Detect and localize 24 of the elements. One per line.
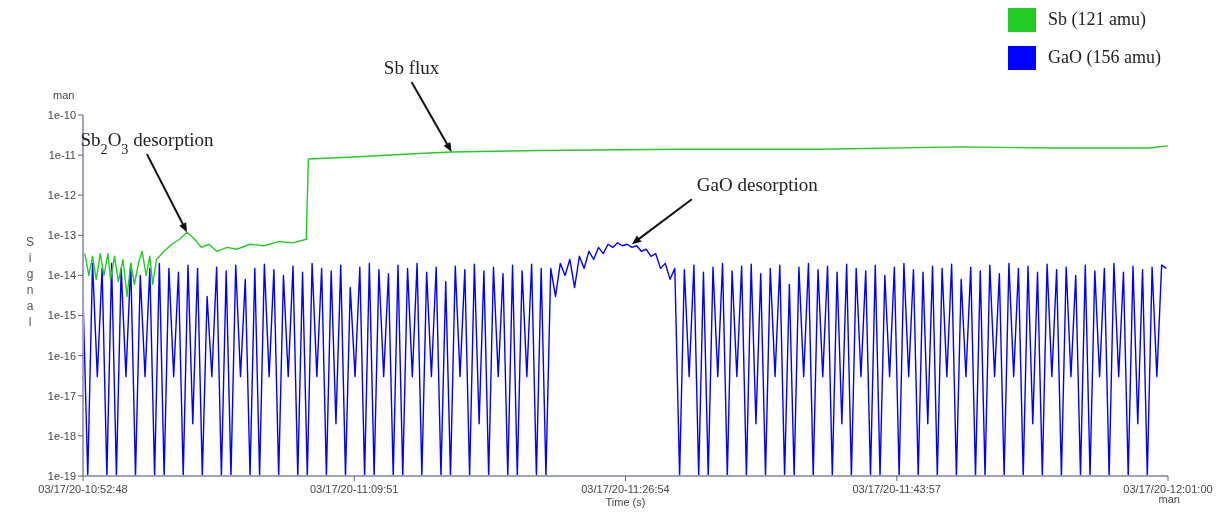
x-tick-label: 03/17/20-12:01:00: [1123, 483, 1213, 495]
y-tick-label: 1e-18: [47, 429, 76, 442]
legend-label: Sb (121 amu): [1048, 9, 1146, 30]
y-tick-label: 1e-15: [47, 309, 76, 322]
legend-label: GaO (156 amu): [1048, 47, 1161, 68]
annotation: Sb flux: [383, 56, 440, 78]
x-axis-title: Time (s): [605, 496, 646, 508]
y-axis-title: Signal: [25, 234, 35, 329]
y-tick-label: 1e-17: [47, 389, 76, 402]
y-tick-label: 1e-12: [47, 189, 76, 202]
annotation: Sb$_{2}$O$_{3}$ desorption: [80, 129, 214, 158]
y-tick-label: 1e-13: [47, 229, 76, 242]
x-tick-label: 03/17/20-10:52:48: [38, 483, 128, 495]
y-tick-label: 1e-11: [48, 148, 76, 161]
x-tick-label: 03/17/20-11:43:57: [852, 483, 941, 495]
y-tick-label: 1e-14: [47, 269, 76, 282]
y-tick-label: 1e-16: [47, 349, 76, 362]
text: man: [53, 89, 75, 101]
y-tick-label: 1e-10: [47, 108, 76, 121]
y-tick-label: 1e-19: [47, 469, 76, 482]
x-tick-label: 03/17/20-11:09:51: [310, 483, 399, 495]
text: man: [1158, 493, 1180, 505]
x-tick-label: 03/17/20-11:26:54: [581, 483, 670, 495]
annotation: GaO desorption: [696, 174, 819, 196]
